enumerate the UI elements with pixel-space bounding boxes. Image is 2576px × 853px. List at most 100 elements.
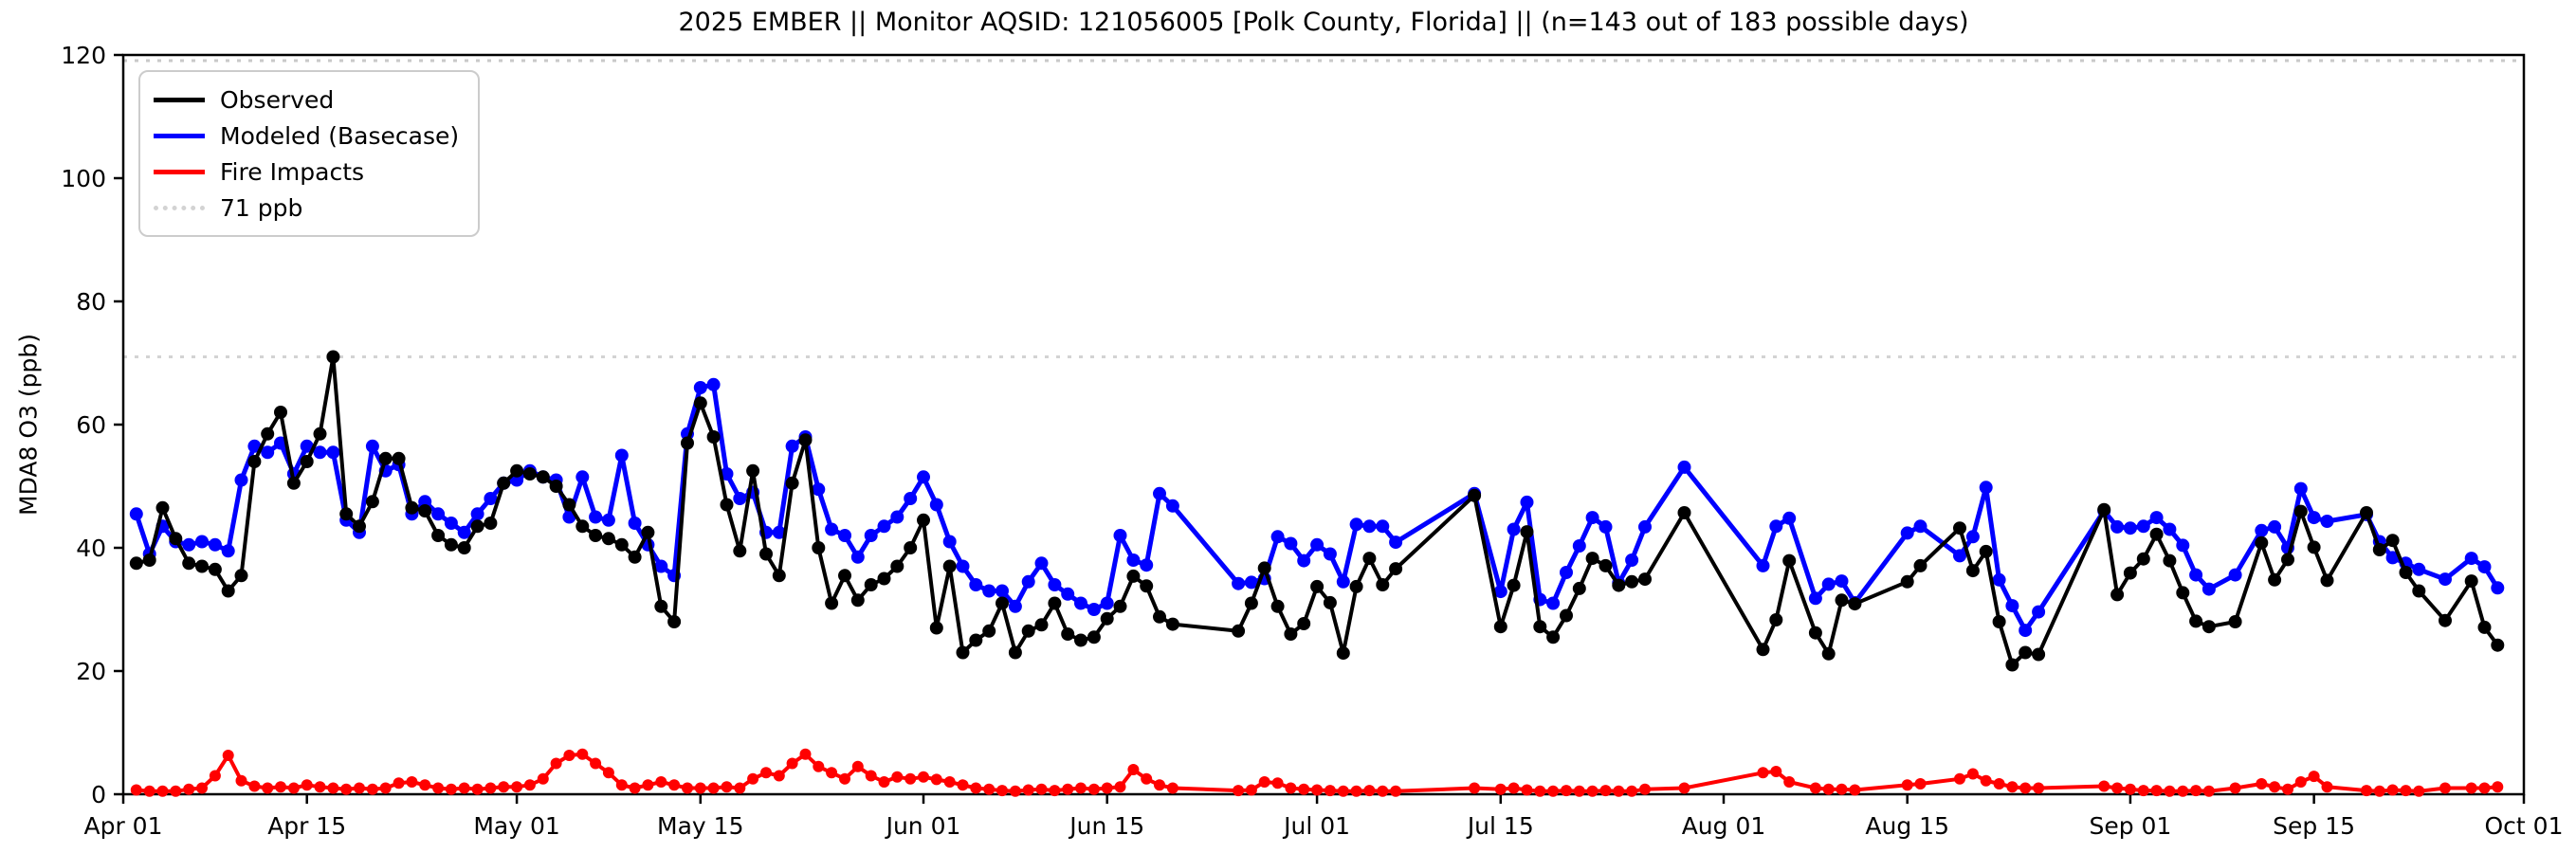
data-point-marker [2164,785,2176,797]
legend-line-sample [154,205,205,210]
data-point-marker [247,439,262,453]
data-point-marker [1953,521,1966,535]
data-point-marker [1114,781,1126,793]
data-point-marker [2491,581,2505,595]
data-point-marker [839,772,850,785]
data-point-marker [418,504,432,517]
data-point-marker [340,783,353,795]
data-point-marker [851,760,864,772]
data-point-marker [366,783,378,795]
data-point-marker [511,781,523,793]
data-point-marker [1849,784,1861,796]
data-point-marker [850,593,865,608]
data-point-marker [2385,534,2400,548]
data-point-marker [1993,778,2005,789]
data-point-marker [1034,618,1049,632]
data-point-marker [1521,784,1533,796]
data-point-marker [1336,646,1350,661]
data-point-marker [891,771,904,783]
data-point-marker [2201,620,2216,634]
x-tick-label: Sep 15 [2273,812,2355,840]
data-point-marker [1349,517,1363,532]
data-point-marker [1965,564,1980,578]
data-point-marker [2229,782,2241,794]
data-point-marker [393,777,405,789]
data-point-marker [129,556,143,571]
data-point-marker [1270,599,1285,613]
legend-item-label: Fire Impacts [220,157,365,186]
data-point-marker [1835,574,1849,589]
data-point-marker [1769,519,1783,534]
data-point-marker [2477,560,2492,574]
data-point-marker [2177,785,2189,797]
y-tick-label: 40 [76,535,106,562]
data-point-marker [431,529,446,542]
data-point-marker [694,782,706,794]
legend-item-label: Modeled (Basecase) [220,121,460,150]
data-point-marker [286,476,301,490]
data-point-marker [877,519,891,534]
data-point-marker [1469,782,1481,794]
data-point-marker [235,774,247,787]
data-point-marker [221,544,235,558]
data-point-marker [182,556,196,571]
data-point-marker [707,782,720,794]
data-point-marker [1127,764,1140,775]
data-point-marker [2439,572,2452,587]
data-point-marker [2189,568,2203,582]
y-axis: 0 20 40 60 80 100 120 [61,42,123,808]
data-point-marker [1165,617,1179,631]
data-point-marker [1245,784,1257,796]
data-point-marker [1232,624,1246,638]
x-tick-label: Jul 01 [1282,812,1350,840]
data-point-marker [261,426,275,441]
data-point-marker [379,782,392,794]
data-point-marker [1048,578,1062,591]
data-point-marker [1362,519,1377,534]
data-point-marker [693,396,707,410]
data-point-marker [1638,519,1652,534]
data-point-marker [734,782,746,794]
data-point-marker [850,550,865,564]
data-point-marker [354,782,365,794]
data-point-marker [2320,573,2334,588]
data-point-marker [681,436,694,450]
data-point-marker [1980,774,1992,787]
data-point-marker [1808,626,1822,640]
data-point-marker [721,781,733,793]
y-tick-label: 80 [76,288,106,316]
data-point-marker [1809,782,1821,794]
data-point-marker [575,519,590,534]
data-point-marker [826,767,838,779]
data-point-marker [1678,782,1690,794]
plot-border [121,53,2526,796]
data-point-marker [339,507,354,521]
data-point-marker [1493,585,1507,599]
data-point-marker [248,780,261,792]
data-point-marker [1901,779,1913,791]
data-point-marker [1021,574,1035,589]
data-point-marker [1954,772,1965,785]
series-line [134,382,2500,633]
data-point-marker [693,381,707,394]
data-point-marker [432,782,445,794]
data-point-marker [287,782,300,794]
data-point-marker [1612,578,1626,592]
data-point-marker [550,757,562,770]
legend-item-label: 71 ppb [220,193,303,222]
data-point-marker [601,513,615,527]
data-point-marker [155,500,170,515]
data-point-marker [1560,566,1573,579]
data-point-marker [510,473,524,487]
data-point-marker [129,507,143,521]
data-point-marker [668,779,681,791]
data-point-marker [1965,530,1980,544]
data-point-marker [1494,783,1507,795]
data-point-marker [2189,614,2203,628]
data-point-marker [196,782,208,794]
series-line [134,354,2500,667]
data-point-marker [2361,785,2372,797]
data-point-marker [2294,776,2307,788]
data-point-marker [1008,599,1022,613]
